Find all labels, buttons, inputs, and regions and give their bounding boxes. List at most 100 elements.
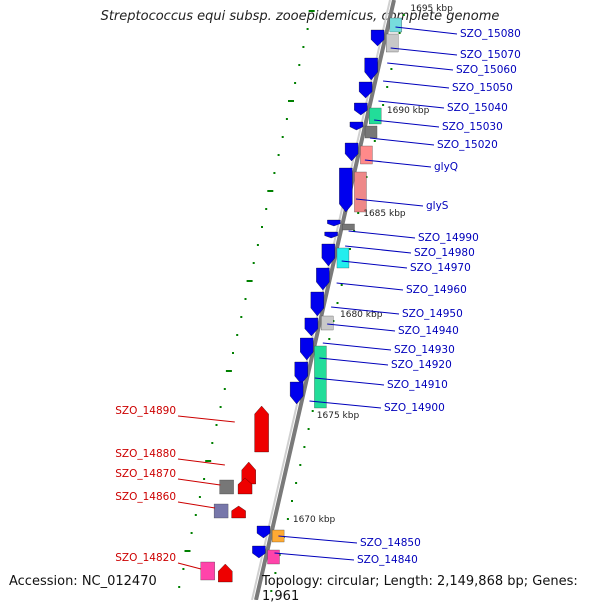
gene-leader-line xyxy=(177,478,221,486)
forward-gene-label[interactable]: SZO_14900 xyxy=(384,402,445,414)
scale-tick xyxy=(308,10,315,12)
reverse-gene-label[interactable]: SZO_14820 xyxy=(115,552,176,564)
gene-leader-line xyxy=(348,230,416,239)
forward-gene-label[interactable]: SZO_14940 xyxy=(398,325,459,337)
forward-gene-label[interactable]: SZO_14990 xyxy=(418,232,479,244)
forward-gene-label[interactable]: SZO_14980 xyxy=(414,247,475,259)
scale-tick-inner xyxy=(295,482,298,484)
reverse-gene-label[interactable]: SZO_14880 xyxy=(115,448,176,460)
gene-leader-line xyxy=(331,306,400,315)
forward-gene-label[interactable]: SZO_14850 xyxy=(360,537,421,549)
scale-tick xyxy=(294,82,297,84)
forward-gene-arrow xyxy=(304,317,319,337)
scale-tick xyxy=(203,478,206,480)
forward-gene-label[interactable]: SZO_14840 xyxy=(357,554,418,566)
scale-tick-inner xyxy=(311,410,314,412)
forward-gene-label[interactable]: SZO_15030 xyxy=(442,121,503,133)
forward-gene-label[interactable]: SZO_14960 xyxy=(406,284,467,296)
forward-gene-arrow xyxy=(252,545,266,559)
scale-tick-inner xyxy=(386,86,389,88)
kbp-label: 1670 kbp xyxy=(293,515,336,525)
forward-gene-arrow xyxy=(344,142,359,162)
scale-tick xyxy=(211,442,214,444)
scale-tick xyxy=(288,100,294,102)
forward-gene-arrow xyxy=(358,81,373,99)
scale-tick-inner xyxy=(357,212,360,214)
reverse-gene-label[interactable]: SZO_14860 xyxy=(115,491,176,503)
gene-category-box xyxy=(314,345,327,409)
gene-leader-line xyxy=(395,26,458,35)
forward-gene-label[interactable]: glyQ xyxy=(434,161,458,173)
forward-gene-label[interactable]: SZO_15070 xyxy=(460,49,521,61)
scale-tick xyxy=(184,550,191,552)
forward-gene-label[interactable]: SZO_14970 xyxy=(410,262,471,274)
scale-tick-inner xyxy=(353,230,356,232)
scale-tick-inner xyxy=(340,284,343,286)
forward-gene-label[interactable]: SZO_14950 xyxy=(402,308,463,320)
scale-tick xyxy=(215,424,218,426)
forward-gene-label[interactable]: SZO_14910 xyxy=(387,379,448,391)
scale-tick xyxy=(246,280,253,282)
kbp-label: 1685 kbp xyxy=(363,209,406,219)
gene-leader-line xyxy=(387,62,454,71)
gene-leader-line xyxy=(177,501,216,509)
forward-gene-arrow xyxy=(327,219,341,227)
forward-gene-label[interactable]: SZO_14920 xyxy=(391,359,452,371)
gene-leader-line xyxy=(274,552,355,561)
scale-tick-inner xyxy=(291,500,293,502)
forward-gene-arrow xyxy=(370,29,385,47)
gene-category-box xyxy=(342,223,355,231)
scale-tick xyxy=(265,208,268,210)
accession-text: Accession: NC_012470 xyxy=(9,574,157,589)
scale-tick xyxy=(273,172,276,174)
gene-leader-line xyxy=(369,137,435,146)
gene-leader-line xyxy=(314,377,385,386)
scale-tick xyxy=(178,586,181,588)
kbp-label: 1680 kbp xyxy=(340,310,383,320)
forward-gene-label[interactable]: SZO_15080 xyxy=(460,28,521,40)
kbp-label: 1675 kbp xyxy=(317,411,360,421)
forward-gene-arrow xyxy=(300,337,314,361)
reverse-gene-arrow xyxy=(237,477,253,495)
gene-category-box xyxy=(389,17,403,33)
scale-tick xyxy=(302,46,305,48)
reverse-gene-label[interactable]: SZO_14890 xyxy=(115,405,176,417)
scale-tick-inner xyxy=(336,302,339,304)
forward-gene-label[interactable]: SZO_14930 xyxy=(394,344,455,356)
scale-tick xyxy=(244,298,247,300)
forward-gene-arrow xyxy=(256,525,271,539)
forward-gene-arrow xyxy=(364,57,378,81)
scale-tick xyxy=(240,316,243,318)
scale-tick-inner xyxy=(349,248,351,250)
scale-tick-inner xyxy=(307,428,310,430)
forward-gene-label[interactable]: SZO_15040 xyxy=(447,102,508,114)
forward-gene-arrow xyxy=(316,267,330,291)
gene-leader-line xyxy=(383,80,450,89)
scale-tick-inner xyxy=(373,140,376,142)
gene-leader-line xyxy=(319,357,389,366)
forward-gene-arrow xyxy=(310,291,324,317)
scale-tick xyxy=(261,226,263,228)
reverse-gene-label[interactable]: SZO_14870 xyxy=(115,468,176,480)
gene-leader-line xyxy=(177,415,235,423)
gene-leader-line xyxy=(309,400,382,409)
gene-leader-line xyxy=(345,245,412,254)
scale-tick-inner xyxy=(402,14,405,16)
gene-leader-line xyxy=(341,260,408,269)
forward-gene-label[interactable]: SZO_15020 xyxy=(437,139,498,151)
gene-category-box xyxy=(213,503,229,519)
gene-category-box xyxy=(267,549,280,565)
scale-tick xyxy=(205,460,212,462)
gene-leader-line xyxy=(378,100,445,109)
forward-gene-arrow xyxy=(321,243,336,267)
scale-tick-inner xyxy=(299,464,302,466)
scale-tick xyxy=(256,244,259,246)
forward-gene-arrow xyxy=(289,381,304,405)
scale-tick-inner xyxy=(303,446,306,448)
forward-gene-label[interactable]: SZO_15060 xyxy=(456,64,517,76)
forward-gene-arrow xyxy=(294,361,308,385)
forward-gene-arrow xyxy=(324,231,338,239)
forward-gene-label[interactable]: SZO_15050 xyxy=(452,82,513,94)
forward-gene-label[interactable]: glyS xyxy=(426,200,449,212)
